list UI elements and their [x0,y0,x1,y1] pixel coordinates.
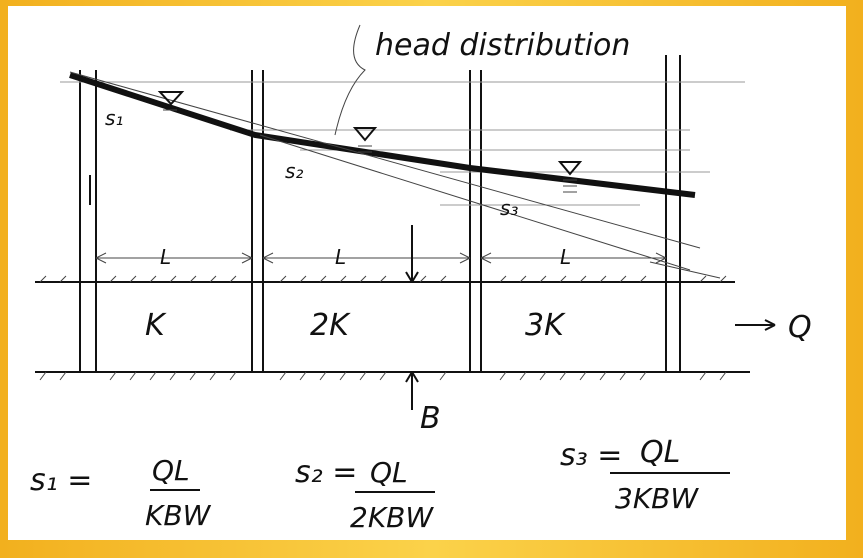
diagram: head distribution s₁ s₂ s₃ L L L K 2K 3K… [0,0,863,558]
drop-label: s₁ [105,106,123,130]
equation-lhs: s₁ = [30,463,92,498]
flow-label: Q [788,310,812,345]
conductivity-label: 3K [525,308,566,343]
drop-label: s₂ [285,159,303,183]
equation-denominator: 3KBW [615,482,699,515]
frame: head distribution s₁ s₂ s₃ L L L K 2K 3K… [0,0,863,558]
length-label: L [335,245,346,269]
paper [8,6,846,540]
equation-denominator: KBW [145,499,212,532]
drop-label: s₃ [500,196,518,220]
equation-numerator: QL [152,454,190,487]
conductivity-label: K [145,308,167,343]
equation-numerator: QL [370,456,408,489]
equation-numerator: QL [640,435,680,470]
equation-lhs: s₃ = [560,438,622,473]
length-label: L [560,245,571,269]
equation-lhs: s₂ = [295,455,357,490]
length-label: L [160,245,171,269]
equation-denominator: 2KBW [350,501,434,534]
conductivity-label: 2K [310,308,351,343]
annotation: head distribution [375,28,630,63]
thickness-label: B [420,401,441,436]
